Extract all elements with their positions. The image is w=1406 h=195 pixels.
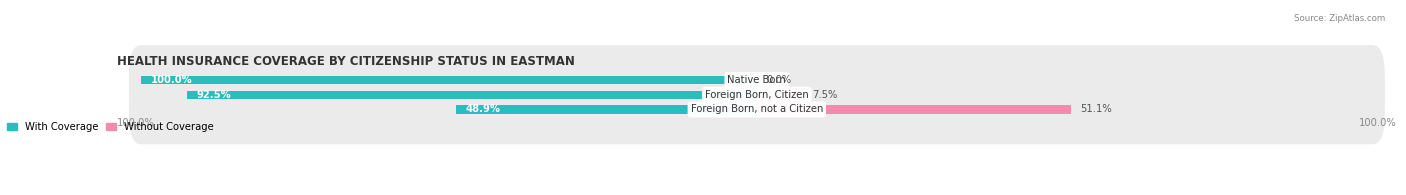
Text: 7.5%: 7.5% <box>813 90 838 100</box>
FancyBboxPatch shape <box>129 60 1385 129</box>
Text: Native Born: Native Born <box>727 75 786 85</box>
Text: 92.5%: 92.5% <box>197 90 232 100</box>
Text: Foreign Born, Citizen: Foreign Born, Citizen <box>704 90 808 100</box>
Text: Source: ZipAtlas.com: Source: ZipAtlas.com <box>1294 14 1385 23</box>
Text: HEALTH INSURANCE COVERAGE BY CITIZENSHIP STATUS IN EASTMAN: HEALTH INSURANCE COVERAGE BY CITIZENSHIP… <box>117 55 575 68</box>
Bar <box>141 76 756 84</box>
Bar <box>456 105 756 113</box>
Legend: With Coverage, Without Coverage: With Coverage, Without Coverage <box>3 118 218 136</box>
Text: 48.9%: 48.9% <box>465 105 501 114</box>
Text: Foreign Born, not a Citizen: Foreign Born, not a Citizen <box>690 105 823 114</box>
Text: 100.0%: 100.0% <box>1360 118 1398 128</box>
FancyBboxPatch shape <box>129 45 1385 115</box>
Text: 51.1%: 51.1% <box>1081 105 1112 114</box>
Text: 0.0%: 0.0% <box>766 75 792 85</box>
Bar <box>756 105 1071 113</box>
Bar <box>756 91 803 99</box>
FancyBboxPatch shape <box>129 75 1385 144</box>
Bar <box>187 91 756 99</box>
Text: 100.0%: 100.0% <box>117 118 155 128</box>
Text: 100.0%: 100.0% <box>150 75 193 85</box>
